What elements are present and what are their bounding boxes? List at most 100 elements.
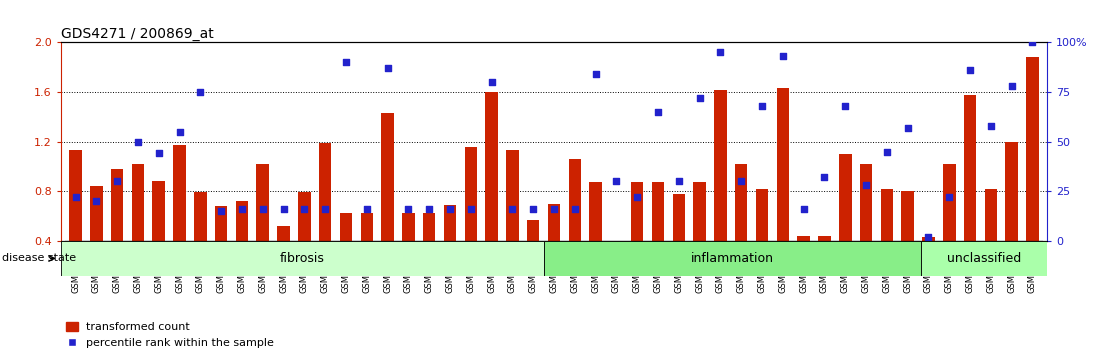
- Text: fibrosis: fibrosis: [280, 252, 325, 265]
- Point: [878, 149, 895, 154]
- Text: unclassified: unclassified: [947, 252, 1022, 265]
- Point: [462, 206, 480, 212]
- Point: [88, 198, 105, 204]
- Point: [400, 206, 418, 212]
- Bar: [402, 213, 414, 290]
- Point: [774, 53, 792, 59]
- Point: [233, 206, 250, 212]
- Bar: [544, 241, 921, 276]
- Point: [649, 109, 667, 115]
- Point: [899, 125, 916, 131]
- Bar: [111, 169, 123, 290]
- Text: GDS4271 / 200869_at: GDS4271 / 200869_at: [61, 28, 214, 41]
- Bar: [236, 201, 248, 290]
- Bar: [630, 183, 644, 290]
- Bar: [694, 183, 706, 290]
- Point: [129, 139, 146, 144]
- Bar: [715, 90, 727, 290]
- Point: [66, 194, 84, 200]
- Point: [837, 103, 854, 109]
- Point: [1003, 83, 1020, 89]
- Bar: [215, 206, 227, 290]
- Point: [296, 206, 314, 212]
- Point: [794, 206, 812, 212]
- Bar: [922, 237, 935, 290]
- Point: [982, 123, 999, 129]
- Point: [858, 182, 875, 188]
- Bar: [652, 183, 665, 290]
- Point: [192, 89, 209, 95]
- Bar: [90, 186, 103, 290]
- Bar: [860, 164, 872, 290]
- Bar: [464, 147, 478, 290]
- Point: [711, 50, 729, 55]
- Point: [815, 175, 833, 180]
- Bar: [921, 241, 1047, 276]
- Point: [690, 95, 708, 101]
- Bar: [443, 205, 456, 290]
- Point: [670, 178, 688, 184]
- Text: disease state: disease state: [2, 253, 76, 263]
- Point: [628, 194, 646, 200]
- Point: [524, 206, 542, 212]
- Bar: [985, 189, 997, 290]
- Bar: [777, 88, 789, 290]
- Bar: [839, 154, 852, 290]
- Bar: [277, 226, 290, 290]
- Bar: [943, 164, 955, 290]
- Point: [420, 206, 438, 212]
- Point: [358, 206, 376, 212]
- Point: [337, 59, 355, 65]
- Bar: [194, 193, 206, 290]
- Text: inflammation: inflammation: [691, 252, 773, 265]
- Bar: [506, 150, 519, 290]
- Point: [1024, 40, 1042, 45]
- Bar: [589, 183, 602, 290]
- Bar: [132, 164, 144, 290]
- Point: [275, 206, 293, 212]
- Bar: [61, 241, 544, 276]
- Point: [483, 79, 501, 85]
- Bar: [798, 236, 810, 290]
- Point: [379, 65, 397, 71]
- Bar: [1026, 57, 1038, 290]
- Point: [109, 178, 126, 184]
- Bar: [547, 204, 561, 290]
- Bar: [964, 95, 976, 290]
- Bar: [735, 164, 748, 290]
- Bar: [340, 213, 352, 290]
- Bar: [256, 164, 269, 290]
- Point: [732, 178, 750, 184]
- Bar: [881, 189, 893, 290]
- Point: [171, 129, 188, 135]
- Bar: [818, 236, 831, 290]
- Bar: [611, 246, 623, 290]
- Bar: [527, 219, 540, 290]
- Bar: [153, 181, 165, 290]
- Bar: [485, 92, 497, 290]
- Point: [753, 103, 771, 109]
- Point: [920, 234, 937, 240]
- Point: [941, 194, 958, 200]
- Point: [503, 206, 521, 212]
- Bar: [423, 213, 435, 290]
- Point: [566, 206, 584, 212]
- Legend: transformed count, percentile rank within the sample: transformed count, percentile rank withi…: [66, 322, 275, 348]
- Point: [150, 151, 167, 156]
- Bar: [298, 193, 310, 290]
- Point: [213, 208, 230, 214]
- Bar: [756, 189, 768, 290]
- Bar: [173, 145, 186, 290]
- Bar: [319, 143, 331, 290]
- Bar: [1005, 142, 1018, 290]
- Point: [316, 206, 334, 212]
- Point: [962, 67, 979, 73]
- Bar: [673, 194, 685, 290]
- Bar: [381, 113, 393, 290]
- Point: [545, 206, 563, 212]
- Bar: [360, 213, 373, 290]
- Point: [254, 206, 271, 212]
- Bar: [902, 191, 914, 290]
- Point: [607, 178, 625, 184]
- Bar: [568, 159, 581, 290]
